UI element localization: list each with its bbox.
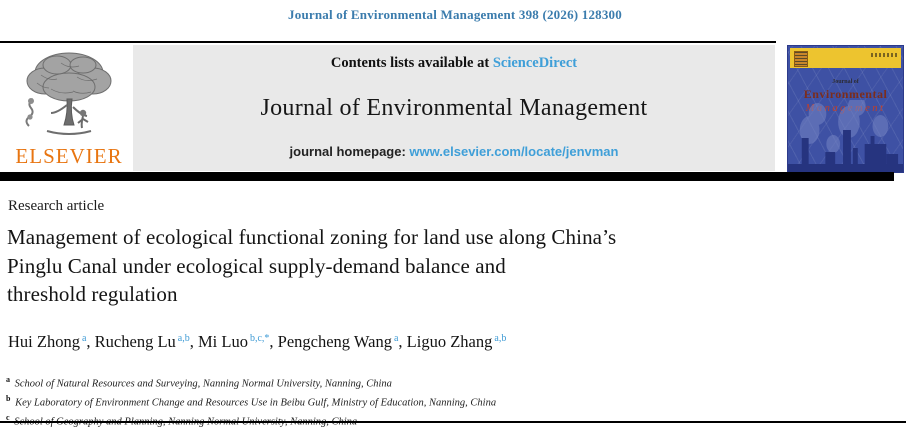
affiliation-line: a School of Natural Resources and Survey… [6, 375, 392, 390]
cover-issue-microtext [871, 53, 897, 57]
author: Rucheng Lu a,b [94, 332, 190, 351]
elsevier-logo: ELSEVIER [8, 47, 130, 169]
cover-title-environmental: Environmental [803, 87, 888, 102]
journal-title: Journal of Environmental Management [260, 94, 648, 121]
elsevier-tree-icon [8, 47, 130, 143]
author: Hui Zhong a [8, 332, 87, 351]
cover-yellow-band [790, 48, 901, 68]
article-title: Management of ecological functional zoni… [7, 223, 827, 309]
author: Mi Luo b,c,* [197, 332, 270, 351]
author-affiliation-superscript: a [81, 332, 87, 344]
author-list: Hui Zhong a, Rucheng Lu a,b, Mi Luo b,c,*, … [8, 332, 507, 351]
section-divider-bar [0, 172, 894, 181]
cover-title-journal-of: Journal of [832, 79, 859, 85]
author-affiliation-superscript: b,c,* [249, 332, 270, 344]
article-title-line-3: threshold regulation [7, 282, 178, 306]
author-affiliation-superscript: a [393, 332, 399, 344]
article-type-label: Research article [8, 198, 105, 214]
journal-homepage-line: journal homepage: www.elsevier.com/locat… [133, 144, 775, 159]
author-affiliation-superscript: a,b [494, 332, 507, 344]
elsevier-wordmark: ELSEVIER [15, 144, 123, 168]
homepage-prefix: journal homepage: [289, 144, 410, 159]
sciencedirect-link[interactable]: ScienceDirect [492, 55, 578, 71]
affiliation-line: b Key Laboratory of Environment Change a… [6, 394, 497, 409]
journal-citation: Journal of Environmental Management 398 … [288, 7, 622, 22]
cover-industry-silhouette [788, 100, 903, 172]
author: Pengcheng Wang a [277, 332, 399, 351]
contents-list-line: Contents lists available at ScienceDirec… [133, 55, 775, 72]
journal-banner: Contents lists available at ScienceDirec… [133, 45, 775, 171]
article-title-line-2: Pinglu Canal under ecological supply-dem… [7, 253, 506, 278]
header-top-rule [0, 41, 776, 43]
article-title-line-1: Management of ecological functional zoni… [7, 225, 617, 249]
journal-cover-thumbnail[interactable]: Journal of Environmental Management [787, 45, 904, 173]
author-affiliation-superscript: a,b [177, 332, 190, 344]
contents-prefix: Contents lists available at [330, 55, 493, 71]
journal-homepage-link[interactable]: www.elsevier.com/locate/jenvman [409, 144, 619, 159]
author: Liguo Zhang a,b [406, 332, 507, 351]
footer-rule [0, 421, 906, 423]
cover-elsevier-stamp-icon [794, 51, 808, 67]
